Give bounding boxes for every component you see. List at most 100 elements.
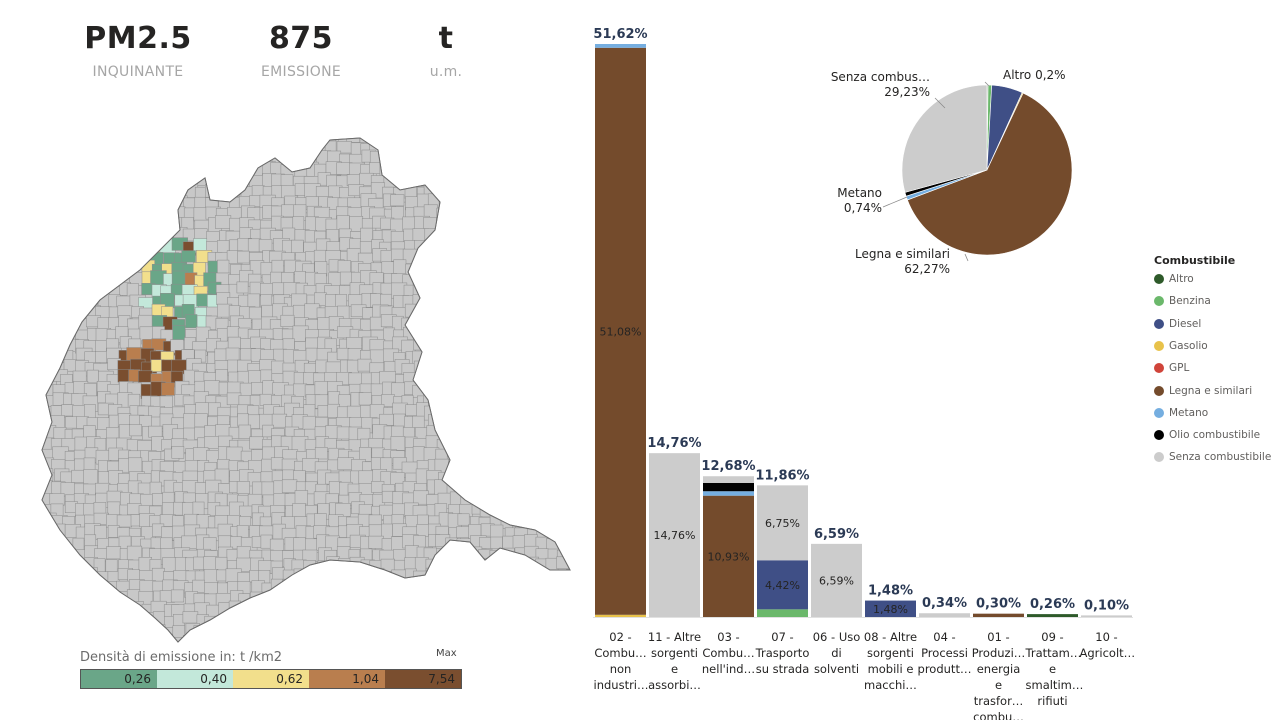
municipality[interactable]: [504, 380, 517, 395]
municipality[interactable]: [512, 535, 526, 550]
municipality[interactable]: [457, 636, 471, 645]
municipality[interactable]: [536, 284, 551, 301]
municipality[interactable]: [247, 130, 263, 145]
municipality[interactable]: [130, 185, 147, 202]
municipality[interactable]: [149, 161, 166, 178]
municipality[interactable]: [43, 326, 56, 342]
municipality[interactable]: [39, 230, 55, 246]
municipality[interactable]: [127, 130, 142, 144]
municipality[interactable]: [53, 132, 66, 146]
municipality[interactable]: [303, 615, 317, 631]
legend-item-diesel[interactable]: Diesel: [1154, 317, 1201, 331]
municipality[interactable]: [54, 545, 69, 558]
municipality[interactable]: [415, 304, 432, 320]
municipality[interactable]: [457, 481, 472, 494]
municipality[interactable]: [369, 626, 384, 641]
municipality[interactable]: [149, 206, 164, 223]
municipality[interactable]: [482, 613, 497, 629]
municipality[interactable]: [548, 417, 566, 430]
municipality[interactable]: [31, 362, 44, 377]
municipality[interactable]: [480, 248, 496, 264]
municipality[interactable]: [71, 195, 88, 209]
municipality[interactable]: [458, 403, 474, 416]
bar-segment[interactable]: [703, 495, 754, 617]
municipality[interactable]: [270, 130, 286, 145]
municipality[interactable]: [83, 250, 98, 263]
municipality[interactable]: [138, 370, 153, 383]
municipality[interactable]: [523, 206, 537, 220]
municipality[interactable]: [404, 604, 418, 621]
municipality[interactable]: [560, 538, 574, 554]
municipality[interactable]: [281, 594, 295, 610]
municipality[interactable]: [52, 252, 67, 269]
municipality[interactable]: [448, 271, 462, 288]
municipality[interactable]: [30, 141, 41, 157]
municipality[interactable]: [62, 593, 76, 607]
municipality[interactable]: [83, 614, 97, 631]
municipality[interactable]: [493, 594, 509, 610]
municipality[interactable]: [436, 230, 450, 247]
municipality[interactable]: [108, 593, 123, 606]
municipality[interactable]: [285, 626, 300, 641]
municipality[interactable]: [131, 140, 145, 155]
municipality[interactable]: [537, 393, 553, 408]
municipality[interactable]: [481, 426, 496, 444]
municipality[interactable]: [394, 154, 409, 166]
municipality[interactable]: [326, 578, 341, 592]
municipality[interactable]: [501, 319, 515, 333]
municipality[interactable]: [446, 391, 461, 404]
municipality[interactable]: [360, 626, 376, 638]
municipality[interactable]: [512, 349, 526, 363]
municipality[interactable]: [546, 633, 559, 645]
municipality[interactable]: [492, 457, 505, 472]
municipality[interactable]: [85, 228, 100, 242]
municipality[interactable]: [489, 549, 507, 563]
municipality[interactable]: [380, 625, 394, 642]
municipality[interactable]: [183, 153, 200, 166]
municipality[interactable]: [228, 130, 244, 142]
municipality[interactable]: [107, 165, 121, 181]
municipality[interactable]: [391, 569, 407, 585]
municipality[interactable]: [52, 568, 68, 584]
municipality[interactable]: [71, 581, 84, 597]
municipality[interactable]: [467, 347, 481, 361]
municipality[interactable]: [524, 370, 537, 384]
municipality[interactable]: [534, 315, 549, 330]
municipality[interactable]: [394, 162, 410, 175]
municipality[interactable]: [204, 153, 218, 167]
municipality[interactable]: [359, 130, 377, 143]
municipality[interactable]: [515, 458, 529, 473]
municipality[interactable]: [480, 226, 493, 239]
municipality[interactable]: [52, 614, 66, 628]
municipality[interactable]: [162, 160, 177, 175]
municipality[interactable]: [108, 185, 123, 202]
municipality[interactable]: [490, 219, 504, 232]
municipality[interactable]: [439, 260, 452, 276]
municipality[interactable]: [127, 614, 141, 629]
municipality[interactable]: [294, 490, 309, 505]
municipality[interactable]: [534, 142, 551, 156]
municipality[interactable]: [437, 362, 453, 377]
municipality[interactable]: [457, 160, 474, 177]
municipality[interactable]: [525, 238, 540, 255]
municipality[interactable]: [328, 634, 344, 646]
municipality[interactable]: [493, 304, 507, 318]
municipality[interactable]: [148, 633, 163, 645]
municipality[interactable]: [526, 360, 540, 374]
municipality[interactable]: [501, 417, 518, 431]
municipality[interactable]: [50, 271, 64, 288]
municipality[interactable]: [106, 490, 123, 503]
municipality[interactable]: [239, 505, 253, 518]
municipality[interactable]: [457, 359, 472, 372]
municipality[interactable]: [193, 636, 208, 645]
municipality[interactable]: [526, 495, 538, 509]
municipality[interactable]: [49, 622, 65, 637]
municipality[interactable]: [459, 183, 475, 198]
municipality[interactable]: [218, 173, 234, 188]
municipality[interactable]: [557, 336, 570, 351]
municipality[interactable]: [524, 337, 537, 351]
municipality[interactable]: [129, 216, 144, 232]
municipality[interactable]: [445, 622, 461, 635]
municipality[interactable]: [95, 142, 108, 154]
municipality[interactable]: [467, 273, 481, 285]
